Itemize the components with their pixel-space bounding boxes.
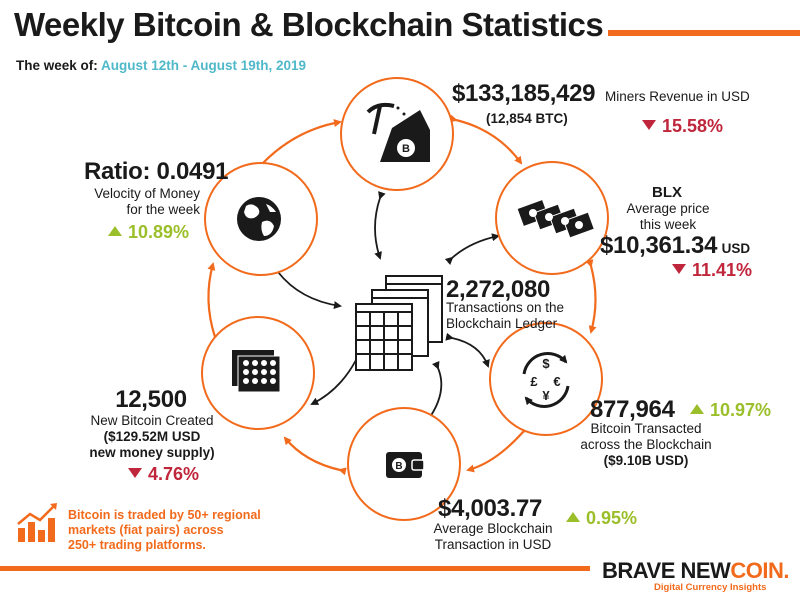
banknotes-icon bbox=[517, 200, 595, 239]
avg-tx-label-2: Transaction in USD bbox=[434, 537, 552, 552]
velocity-label-1: Velocity of Money bbox=[94, 186, 200, 201]
new-btc-change: 4.76% bbox=[128, 464, 199, 485]
price-unit: USD bbox=[721, 241, 751, 256]
mining-icon: B bbox=[366, 102, 430, 162]
transactions-labels: Transactions on the Blockchain Ledger bbox=[446, 300, 564, 332]
up-arrow-icon bbox=[108, 226, 122, 236]
new-btc-label: New Bitcoin Created bbox=[90, 413, 214, 428]
new-btc-value: 12,500 bbox=[115, 386, 187, 413]
price-label-2: this week bbox=[639, 217, 697, 232]
miners-label: Miners Revenue in USD bbox=[605, 89, 750, 104]
growth-chart-icon bbox=[17, 503, 57, 542]
down-arrow-icon bbox=[128, 468, 142, 478]
page-title: Weekly Bitcoin & Blockchain Statistics bbox=[14, 6, 604, 43]
svg-text:¥: ¥ bbox=[542, 388, 550, 403]
ledger-icon bbox=[355, 275, 443, 371]
transacted-value: 877,964 bbox=[590, 396, 675, 423]
avg-tx-change: 0.95% bbox=[566, 508, 637, 529]
transactions-label-1: Transactions on the bbox=[446, 300, 565, 315]
new-btc-usd-2: new money supply) bbox=[89, 445, 215, 460]
transacted-label-2: across the Blockchain bbox=[580, 437, 712, 452]
svg-text:£: £ bbox=[530, 374, 538, 389]
up-arrow-icon bbox=[566, 512, 580, 522]
transacted-change: 10.97% bbox=[690, 400, 771, 421]
footer-underline bbox=[0, 566, 590, 571]
svg-text:$: $ bbox=[542, 356, 550, 371]
down-arrow-icon bbox=[642, 120, 656, 130]
price-label-1: Average price bbox=[626, 201, 710, 216]
note-line-3: 250+ trading platforms. bbox=[68, 538, 206, 552]
wallet-icon: B bbox=[386, 452, 425, 478]
coins-grid-icon bbox=[232, 350, 281, 393]
brand-part-2: COIN. bbox=[730, 558, 789, 583]
down-arrow-icon bbox=[672, 264, 686, 274]
svg-text:B: B bbox=[395, 461, 402, 472]
up-arrow-icon bbox=[690, 404, 704, 414]
transacted-usd: ($9.10B USD) bbox=[603, 453, 689, 468]
orange-arrows bbox=[207, 114, 597, 476]
svg-text:B: B bbox=[402, 143, 410, 155]
velocity-label-2: for the week bbox=[126, 202, 200, 217]
velocity-value: Ratio: 0.0491 bbox=[84, 158, 229, 185]
price-change: 11.41% bbox=[672, 260, 752, 281]
avg-tx-label-1: Average Blockchain bbox=[433, 521, 553, 536]
avg-tx-labels: Average Blockchain Transaction in USD bbox=[420, 521, 566, 553]
trading-note: Bitcoin is traded by 50+ regional market… bbox=[68, 508, 261, 553]
transactions-label-2: Blockchain Ledger bbox=[446, 316, 558, 331]
transacted-circle bbox=[489, 322, 603, 436]
transacted-labels: Bitcoin Transacted across the Blockchain… bbox=[566, 421, 726, 469]
price-labels: Average price this week bbox=[608, 201, 728, 233]
brand-tagline: Digital Currency Insights bbox=[654, 582, 767, 593]
miners-btc: (12,854 BTC) bbox=[486, 111, 568, 126]
transactions-value: 2,272,080 bbox=[446, 276, 551, 303]
velocity-change: 10.89% bbox=[108, 222, 189, 243]
new-btc-labels: New Bitcoin Created ($129.52M USD new mo… bbox=[72, 413, 232, 461]
globe-icon bbox=[237, 197, 281, 241]
brand-logo: BRAVE NEWCOIN. bbox=[602, 558, 789, 584]
note-line-1: Bitcoin is traded by 50+ regional bbox=[68, 508, 261, 522]
avg-tx-value: $4,003.77 bbox=[438, 495, 543, 522]
week-range: August 12th - August 19th, 2019 bbox=[101, 58, 307, 73]
price-value-line: $10,361.34 USD bbox=[600, 232, 750, 260]
currency-exchange-icon: $ £ € ¥ bbox=[522, 352, 570, 408]
week-label: The week of: bbox=[16, 58, 98, 73]
new-btc-usd-1: ($129.52M USD bbox=[103, 429, 201, 444]
transacted-label-1: Bitcoin Transacted bbox=[590, 421, 702, 436]
velocity-labels: Velocity of Money for the week bbox=[60, 186, 200, 218]
brand-part-1: BRAVE NEW bbox=[602, 558, 731, 583]
note-line-2: markets (fiat pairs) across bbox=[68, 523, 224, 537]
svg-text:€: € bbox=[553, 374, 560, 389]
price-brand: BLX bbox=[652, 184, 682, 201]
miners-value: $133,185,429 bbox=[452, 80, 596, 107]
week-line: The week of: August 12th - August 19th, … bbox=[16, 58, 306, 73]
price-value: $10,361.34 bbox=[600, 232, 718, 259]
miners-change: 15.58% bbox=[642, 116, 723, 137]
title-underline bbox=[608, 30, 800, 36]
